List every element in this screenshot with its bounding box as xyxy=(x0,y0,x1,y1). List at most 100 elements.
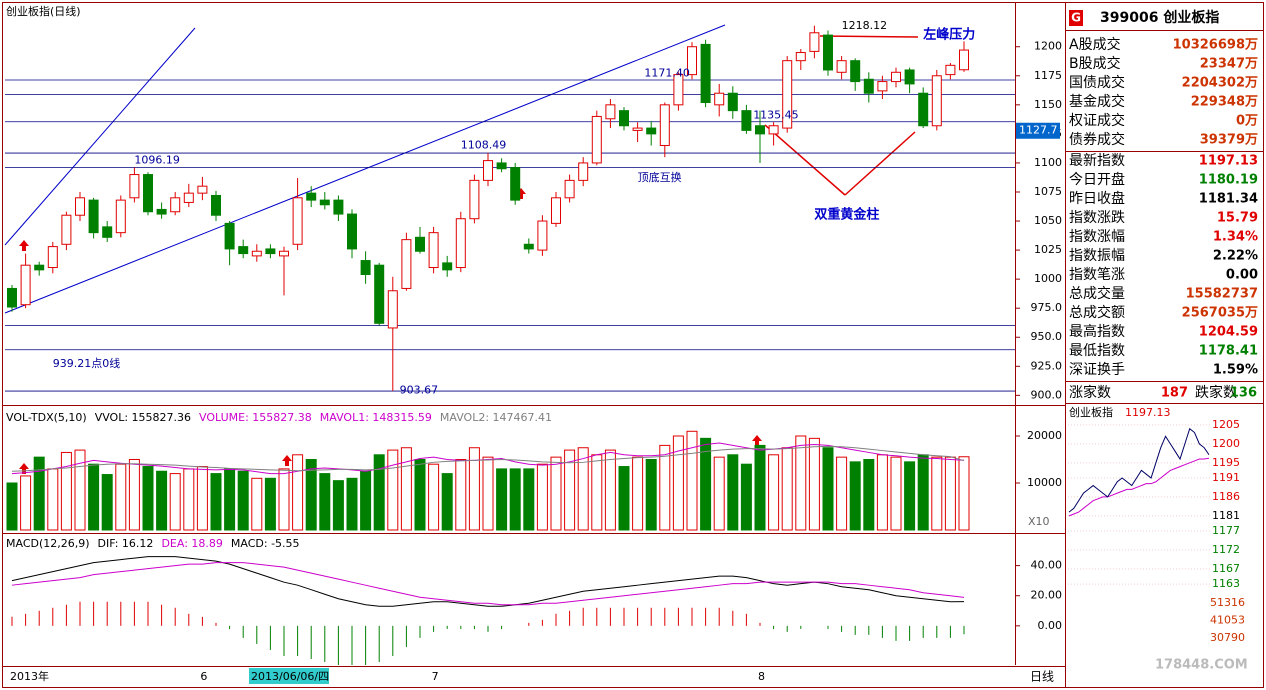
volume-bar xyxy=(958,456,970,531)
legend-entry: VOLUME: 155827.38 xyxy=(199,411,312,424)
index-code: 399006 创业板指 xyxy=(1100,9,1219,26)
volume-bar xyxy=(455,458,467,531)
candle-body xyxy=(578,162,589,181)
mini-vol-label: 51316 xyxy=(1210,596,1245,609)
candle-body xyxy=(360,260,371,275)
quote-value: 1180.19 xyxy=(1199,173,1258,188)
volume-bar xyxy=(618,466,630,531)
y-tick-label: 900.0 xyxy=(1031,388,1063,401)
annotation: 顶底互换 xyxy=(638,170,682,184)
volume-bar xyxy=(496,468,508,531)
candle-body xyxy=(741,110,752,131)
candle-body xyxy=(20,264,31,306)
volume-bar xyxy=(591,454,603,531)
quote-value: 15.79 xyxy=(1217,211,1258,226)
candle-body xyxy=(428,232,439,269)
candle-body xyxy=(891,71,901,83)
mini-tick-label: 1177 xyxy=(1212,524,1240,537)
candle-body xyxy=(170,197,181,213)
quote-label: 债券成交 xyxy=(1069,131,1125,148)
candle-body xyxy=(646,127,657,135)
volume-bar xyxy=(795,435,807,531)
candle-body xyxy=(619,110,629,127)
candle-body xyxy=(61,214,72,245)
volume-bar xyxy=(863,458,875,531)
candle-body xyxy=(551,197,561,224)
y-tick-label: 1075 xyxy=(1034,185,1062,198)
legend-entry: MACD(12,26,9) xyxy=(6,537,90,550)
volume-bar xyxy=(768,454,780,531)
candle-body xyxy=(88,199,99,234)
quote-label: B股成交 xyxy=(1069,55,1121,72)
macd-line xyxy=(11,562,965,606)
volume-bar xyxy=(292,454,304,531)
price-readout: 1127.7 xyxy=(1019,124,1058,137)
volume-bar xyxy=(169,473,181,531)
callout-arrows xyxy=(764,35,919,196)
quote-value: 1197.13 xyxy=(1199,154,1258,169)
volume-bar xyxy=(808,437,820,531)
candle-body xyxy=(687,46,697,76)
candle-body xyxy=(564,179,575,199)
candle-body xyxy=(768,125,779,135)
candle-body xyxy=(904,69,915,85)
y-tick-label: 1100 xyxy=(1034,156,1062,169)
mini-tick-label: 1205 xyxy=(1212,418,1240,431)
candle-body xyxy=(47,246,58,269)
candle-body xyxy=(347,213,357,250)
volume-bar xyxy=(441,473,453,531)
volume-bar xyxy=(251,477,263,531)
volume-bar xyxy=(414,458,426,531)
x-tick-label: 8 xyxy=(758,670,765,683)
volume-bar xyxy=(754,444,766,531)
trend-line xyxy=(4,27,196,246)
quote-label: 最低指数 xyxy=(1069,343,1125,359)
candle-body xyxy=(782,60,793,129)
candle-body xyxy=(279,250,289,257)
mini-tick-label: 1163 xyxy=(1212,577,1240,590)
mini-tick-label: 1167 xyxy=(1212,562,1240,575)
y-tick-label: 20000 xyxy=(1027,429,1062,442)
volume-bar xyxy=(88,463,100,531)
candle-body xyxy=(319,199,330,206)
quote-label: 今日开盘 xyxy=(1069,171,1125,188)
y-tick-label: 0.00 xyxy=(1038,619,1063,632)
volume-bar xyxy=(482,456,494,531)
candle-body xyxy=(727,92,738,112)
mini-vol-label: 41053 xyxy=(1210,614,1245,627)
volume-bar xyxy=(917,454,929,531)
candle-body xyxy=(7,287,17,308)
trend-line xyxy=(4,24,726,314)
candle-body xyxy=(795,52,806,62)
volume-bar xyxy=(686,430,698,531)
candle-body xyxy=(34,264,45,271)
volume-bar xyxy=(781,447,793,531)
arrow xyxy=(764,124,846,196)
volume-bar xyxy=(700,437,712,531)
badge-box xyxy=(1069,10,1083,26)
candle-body xyxy=(959,49,969,71)
mini-tick-label: 1200 xyxy=(1212,437,1240,450)
quote-label: A股成交 xyxy=(1069,36,1121,53)
quote-label: 总成交额 xyxy=(1069,304,1125,321)
volume-bar xyxy=(632,456,644,531)
volume-bar xyxy=(20,475,32,531)
quote-value: 15582737 xyxy=(1186,287,1258,302)
candle-body xyxy=(251,250,262,257)
legend-entry: DIF: 16.12 xyxy=(98,537,154,550)
volume-bar xyxy=(904,461,916,531)
quote-value: 2204302万 xyxy=(1182,76,1258,91)
volume-bar xyxy=(876,454,888,531)
quote-label: 基金成交 xyxy=(1069,93,1125,110)
y-tick-label: 1175 xyxy=(1034,69,1062,82)
volume-bar xyxy=(604,449,616,531)
volume-bar xyxy=(849,461,861,531)
quote-label: 最高指数 xyxy=(1069,323,1125,340)
up-arrow xyxy=(19,240,29,251)
volume-bar xyxy=(523,468,535,531)
quote-label: 指数涨幅 xyxy=(1069,229,1125,245)
volume-bar xyxy=(931,456,943,531)
legend-entry: VVOL: 155827.36 xyxy=(95,411,191,424)
badge: G xyxy=(1071,11,1081,25)
up-label: 涨家数 xyxy=(1069,384,1111,401)
